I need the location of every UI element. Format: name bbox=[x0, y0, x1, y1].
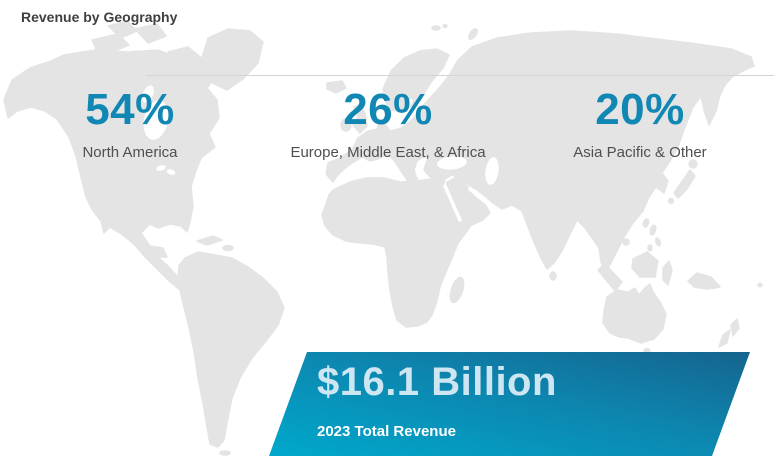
baffin-island bbox=[167, 46, 212, 109]
revenue-banner: $16.1 Billion 2023 Total Revenue bbox=[269, 352, 750, 456]
new-zealand bbox=[730, 318, 740, 337]
stat-apac: 20% Asia Pacific & Other bbox=[490, 85, 774, 162]
stat-emea-value: 26% bbox=[343, 85, 433, 134]
total-revenue-caption: 2023 Total Revenue bbox=[317, 423, 456, 440]
stat-apac-value: 20% bbox=[595, 85, 685, 134]
stat-emea: 26% Europe, Middle East, & Africa bbox=[238, 85, 538, 162]
caspian-sea bbox=[485, 157, 499, 185]
eurasia bbox=[325, 30, 755, 274]
persian-gulf bbox=[468, 187, 486, 203]
baltic-sea bbox=[394, 99, 413, 127]
great-lakes bbox=[156, 165, 166, 171]
stat-apac-label: Asia Pacific & Other bbox=[573, 144, 707, 161]
sulawesi bbox=[662, 260, 673, 286]
page-title: Revenue by Geography bbox=[21, 9, 178, 25]
stat-north-america-label: North America bbox=[82, 144, 178, 161]
australia bbox=[602, 283, 667, 344]
hudson-bay bbox=[143, 100, 169, 140]
madagascar bbox=[449, 276, 465, 304]
black-sea bbox=[437, 156, 467, 170]
south-america bbox=[177, 251, 285, 448]
greenland bbox=[200, 28, 264, 91]
japan bbox=[673, 169, 696, 199]
africa bbox=[321, 177, 478, 328]
stat-emea-label: Europe, Middle East, & Africa bbox=[290, 144, 486, 161]
borneo bbox=[631, 251, 659, 278]
sumatra bbox=[597, 263, 623, 292]
stat-north-america-value: 54% bbox=[85, 85, 175, 134]
red-sea bbox=[443, 184, 462, 222]
total-revenue-value: $16.1 Billion bbox=[317, 360, 557, 404]
stat-north-america: 54% North America bbox=[0, 85, 280, 162]
